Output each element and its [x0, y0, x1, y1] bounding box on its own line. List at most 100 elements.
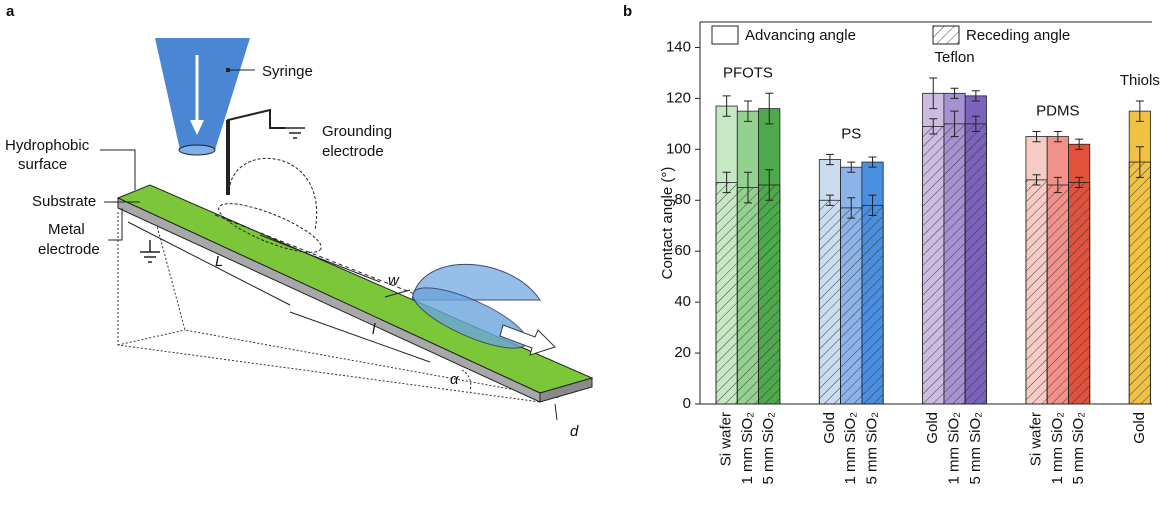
flow-arrow-head — [190, 120, 204, 135]
legend-swatch — [932, 25, 960, 45]
receding-bar — [964, 123, 987, 405]
metal-label: electrode — [38, 241, 100, 258]
legend-label: Advancing angle — [745, 27, 856, 44]
w-label: w — [388, 272, 400, 289]
receding-bar — [1128, 161, 1151, 405]
error-bar — [1032, 131, 1041, 143]
angle-arc — [461, 369, 472, 391]
error-bar — [743, 171, 752, 204]
error-bar — [868, 156, 877, 168]
error-bar — [1032, 174, 1041, 186]
x-tick-label: 5 mm SiO₂ — [760, 412, 777, 485]
syringe-tip — [178, 144, 216, 156]
panel-label: b — [623, 3, 632, 20]
error-bar — [722, 95, 731, 117]
panel-a: a Syringe — [5, 3, 594, 440]
x-tick-label: 5 mm SiO₂ — [864, 412, 881, 485]
y-tick-label: 0 — [683, 395, 691, 412]
x-tick-label: Gold — [821, 412, 838, 444]
x-tick-label: 5 mm SiO₂ — [1070, 412, 1087, 485]
receding-bar — [1025, 179, 1048, 405]
error-bar — [847, 161, 856, 173]
receding-bar — [922, 126, 945, 405]
y-tick-label: 100 — [666, 140, 691, 157]
motion-arrow — [499, 324, 556, 356]
group-label: PS — [841, 125, 861, 142]
y-tick-label: 120 — [666, 89, 691, 106]
error-bar — [1075, 138, 1084, 150]
receding-bar — [736, 187, 759, 405]
leader — [100, 149, 136, 190]
L-label: L — [215, 253, 223, 270]
error-bar — [1053, 176, 1062, 194]
dim-l — [289, 311, 431, 363]
receding-bar — [715, 182, 738, 405]
group-label: PDMS — [1036, 102, 1079, 119]
syringe-label: Syringe — [262, 63, 313, 80]
error-bar — [929, 77, 938, 110]
substrate-end — [539, 377, 593, 403]
error-bar — [1075, 176, 1084, 189]
receding-bar — [758, 184, 781, 405]
error-bar — [825, 153, 834, 166]
error-bar — [1053, 131, 1062, 143]
leader-dot — [226, 68, 230, 72]
y-tick-label: 80 — [674, 191, 691, 208]
x-tick-label: Gold — [1131, 412, 1148, 444]
error-bar — [950, 87, 959, 99]
x-tick-label: 5 mm SiO₂ — [967, 412, 984, 485]
y-tick-label: 20 — [674, 344, 691, 361]
x-tick-label: 1 mm SiO₂ — [739, 412, 756, 485]
ground-symbol — [140, 240, 160, 263]
syringe — [155, 38, 250, 150]
electrode-lines — [214, 157, 431, 301]
error-bar — [971, 115, 980, 133]
l-label: l — [372, 321, 376, 338]
dim-d — [554, 403, 558, 421]
error-bar — [971, 90, 980, 102]
receding-bar — [943, 123, 966, 405]
legend-label: Receding angle — [966, 27, 1070, 44]
y-tick-label: 40 — [674, 293, 691, 310]
receding-bar — [1046, 184, 1069, 405]
group-label: Teflon — [935, 49, 975, 66]
legend-swatch — [711, 25, 739, 45]
error-bar — [722, 171, 731, 194]
x-tick-label: Gold — [924, 412, 941, 444]
panel-b: b 0 20 40 60 80 100 120 140 Contact angle (°) Adv… — [623, 3, 1160, 485]
receding-bar — [840, 207, 863, 405]
group-label: Thiols — [1120, 72, 1160, 89]
grounding-label: Grounding — [322, 123, 392, 140]
y-tick-label: 140 — [666, 38, 691, 55]
error-bar — [765, 169, 774, 201]
panel-label: a — [6, 3, 15, 20]
substrate-label: Substrate — [32, 193, 96, 210]
alpha-label: α — [450, 371, 459, 388]
error-bar — [743, 100, 752, 122]
group-label: PFOTS — [723, 64, 773, 81]
error-bar — [847, 197, 856, 219]
error-bar — [1135, 146, 1144, 178]
dim-w — [384, 289, 411, 298]
receding-bar — [861, 204, 884, 405]
ground-symbol — [285, 127, 305, 139]
hydrophobic-label: Hydrophobic — [5, 137, 90, 154]
error-bar — [765, 92, 774, 125]
x-tick-label: 1 mm SiO₂ — [946, 412, 963, 485]
d-label: d — [570, 423, 579, 440]
receding-bar — [1068, 182, 1091, 405]
x-tick-label: 1 mm SiO₂ — [1049, 412, 1066, 485]
hydrophobic-label: surface — [18, 156, 67, 173]
x-tick-label: Si wafer — [1028, 412, 1045, 466]
ground-wire — [227, 108, 285, 195]
error-bar — [868, 194, 877, 217]
error-bar — [929, 118, 938, 135]
error-bar — [1135, 100, 1144, 122]
y-tick-label: 60 — [674, 242, 691, 259]
receding-bar — [818, 199, 841, 405]
metal-label: Metal — [48, 221, 85, 238]
error-bar — [950, 110, 959, 138]
y-axis-label: Contact angle (°) — [659, 167, 676, 280]
x-tick-label: 1 mm SiO₂ — [842, 412, 859, 485]
